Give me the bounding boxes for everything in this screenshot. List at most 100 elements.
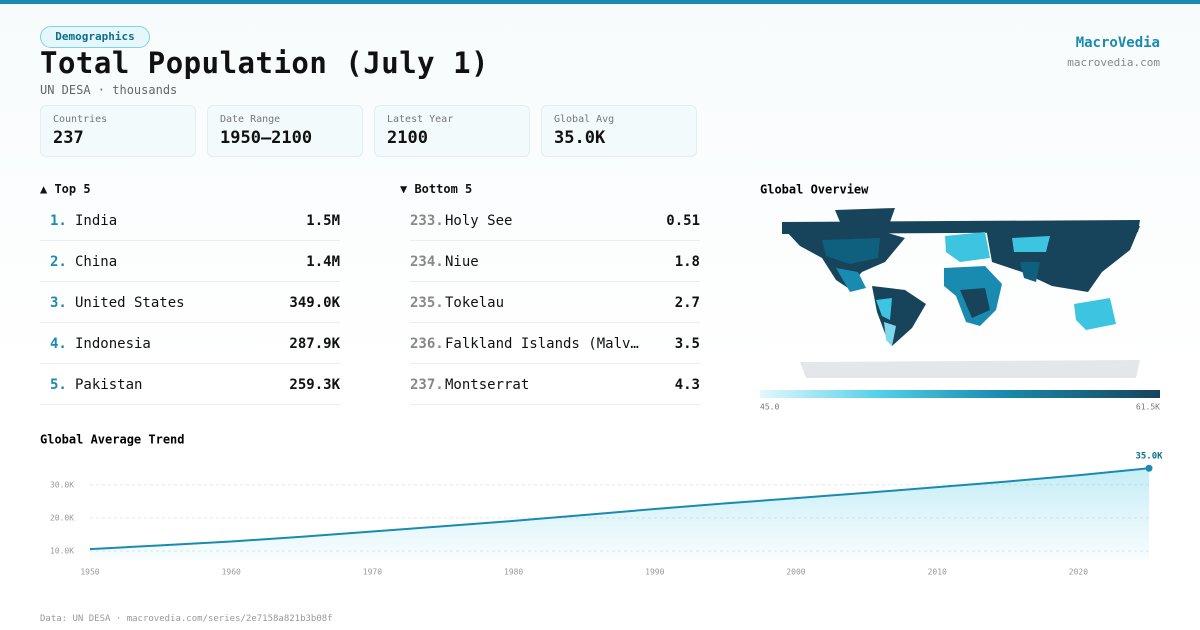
country-value: 1.4M [306, 254, 340, 270]
stat-value: 35.0K [554, 128, 606, 148]
x-tick-label: 1990 [645, 568, 664, 577]
list-row: 233. Holy See 0.51 [410, 200, 700, 241]
stat-card: Latest Year 2100 [374, 105, 530, 157]
list-row: 4. Indonesia 287.9K [40, 323, 340, 364]
country-value: 3.5 [674, 336, 700, 352]
trend-chart: 10.0K 20.0K 30.0K 1950 1960 1970 1980 1990 2000 2… [50, 452, 1163, 577]
list-row: 237. Montserrat 4.3 [410, 364, 700, 405]
stat-label: Global Avg [554, 114, 615, 125]
y-tick-label: 20.0K [50, 513, 74, 522]
top-title: ▲ Top 5 [40, 182, 91, 196]
trend-area [90, 468, 1149, 560]
bottom-list: 233. Holy See 0.51 234. Niue 1.8 235. Tokelau 2.… [410, 200, 700, 405]
brand-url[interactable]: macrovedia.com [1067, 56, 1160, 69]
country-value: 287.9K [289, 336, 340, 352]
map-region [836, 268, 866, 292]
country-value: 0.51 [666, 213, 700, 229]
rank: 4. [50, 336, 67, 352]
map-region [945, 232, 990, 262]
rank: 5. [50, 377, 67, 393]
x-tick-label: 1980 [504, 568, 523, 577]
stat-value: 237 [53, 128, 84, 148]
x-tick-label: 2000 [786, 568, 805, 577]
trend-line [89, 467, 1150, 551]
country-value: 259.3K [289, 377, 340, 393]
map-region [822, 238, 880, 264]
stat-value: 1950–2100 [220, 128, 313, 148]
legend-max: 61.5K [1136, 403, 1160, 412]
footer: Data: UN DESA · macrovedia.com/series/2e… [40, 614, 333, 624]
y-tick-label: 10.0K [50, 547, 74, 556]
rank: 234. [410, 254, 444, 270]
country-name: Holy See [445, 213, 513, 229]
country-name: Indonesia [75, 336, 151, 352]
top-bar [0, 0, 1200, 4]
value-label: 35.0K [1135, 452, 1163, 462]
list-row: 234. Niue 1.8 [410, 241, 700, 282]
rank: 237. [410, 377, 444, 393]
country-name: United States [75, 295, 185, 311]
stat-label: Latest Year [387, 114, 454, 125]
category-badge: Demographics [40, 26, 150, 48]
map-region [960, 288, 990, 318]
x-tick-label: 1970 [363, 568, 382, 577]
rank: 236. [410, 336, 444, 352]
top-list: 1. India 1.5M 2. China 1.4M 3. United States 349… [40, 200, 340, 405]
map-region [1012, 236, 1050, 252]
map-region [835, 208, 895, 222]
y-tick-label: 30.0K [50, 480, 74, 489]
list-row: 235. Tokelau 2.7 [410, 282, 700, 323]
map-region [872, 286, 926, 346]
country-value: 1.5M [306, 213, 340, 229]
stat-card: Global Avg 35.0K [541, 105, 697, 157]
rank: 1. [50, 213, 67, 229]
stat-card: Date Range 1950–2100 [207, 105, 363, 157]
country-name: Pakistan [75, 377, 143, 393]
stat-value: 2100 [387, 128, 428, 148]
page-title: Total Population (July 1) [40, 46, 489, 80]
country-value: 349.0K [289, 295, 340, 311]
map-region [800, 360, 1140, 378]
x-tick-label: 1960 [222, 568, 241, 577]
list-row: 236. Falkland Islands (Malv… 3.5 [410, 323, 700, 364]
rank: 235. [410, 295, 444, 311]
legend-min: 45.0 [760, 403, 779, 412]
end-point [1145, 464, 1153, 472]
world-map [782, 208, 1140, 378]
country-name: China [75, 254, 118, 270]
stat-label: Date Range [220, 114, 281, 125]
country-name: Montserrat [445, 377, 530, 393]
list-row: 2. China 1.4M [40, 241, 340, 282]
stat-label: Countries [53, 114, 108, 125]
x-tick-label: 1950 [80, 568, 99, 577]
map-region [876, 298, 892, 320]
map-region [1074, 298, 1116, 330]
color-scale [760, 390, 1160, 398]
country-name: Falkland Islands (Malv… [445, 336, 639, 352]
country-value: 1.8 [674, 254, 700, 270]
stat-card: Countries 237 [40, 105, 196, 157]
chart-title: Global Average Trend [40, 433, 185, 447]
subtitle: UN DESA · thousands [40, 83, 178, 97]
country-name: Niue [445, 254, 479, 270]
country-value: 2.7 [674, 295, 700, 311]
rank: 2. [50, 254, 67, 270]
brand[interactable]: MacroVedia [1075, 35, 1160, 51]
map-region [884, 322, 896, 346]
x-tick-label: 2020 [1069, 568, 1088, 577]
map-title: Global Overview [760, 183, 869, 197]
x-tick-label: 2010 [928, 568, 947, 577]
rank: 233. [410, 213, 444, 229]
map-region [1020, 262, 1040, 282]
country-name: Tokelau [445, 295, 505, 311]
country-value: 4.3 [674, 377, 700, 393]
bottom-title: ▼ Bottom 5 [400, 182, 473, 196]
country-name: India [75, 213, 118, 229]
map-region [986, 226, 1140, 292]
list-row: 5. Pakistan 259.3K [40, 364, 340, 405]
list-row: 3. United States 349.0K [40, 282, 340, 323]
list-row: 1. India 1.5M [40, 200, 340, 241]
